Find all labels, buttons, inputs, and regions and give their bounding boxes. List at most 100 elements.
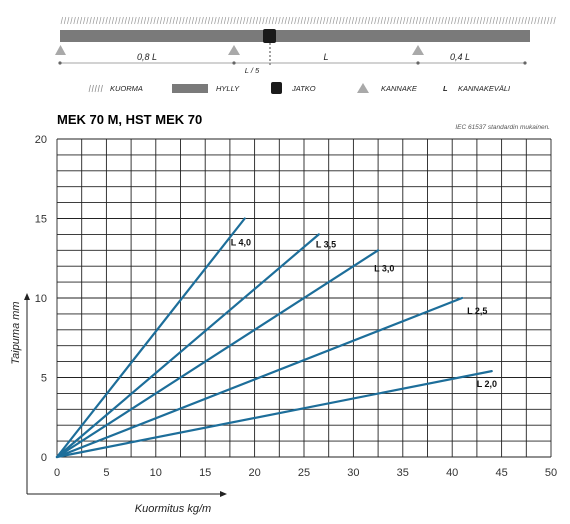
hatch-stroke: [252, 16, 255, 25]
hatch-stroke: [470, 16, 473, 25]
hatch-stroke: [374, 16, 377, 25]
series-line: [55, 296, 464, 459]
hatch-stroke: [201, 16, 204, 25]
hatch-stroke: [246, 16, 249, 25]
hatch-stroke: [243, 16, 246, 25]
hatch-stroke: [422, 16, 425, 25]
dim-dot-2: [232, 61, 236, 65]
chart-grid: [56, 138, 552, 458]
hatch-stroke: [454, 16, 457, 25]
x-tick-label: 45: [495, 467, 507, 479]
hatch-stroke: [92, 16, 95, 25]
hatch-stroke: [438, 16, 441, 25]
hatch-stroke: [94, 84, 97, 93]
hatch-stroke: [303, 16, 307, 25]
x-axis-label: Kuormitus kg/m: [135, 503, 211, 515]
legend-label-shelf: HYLLY: [216, 84, 240, 93]
legend-span-symbol: L: [443, 84, 448, 93]
hatch-stroke: [281, 16, 284, 25]
hatch-stroke: [211, 16, 214, 25]
load-hatch: [60, 16, 556, 25]
hatch-stroke: [89, 16, 92, 25]
x-tick-label: 10: [150, 467, 162, 479]
hatch-stroke: [195, 16, 198, 25]
hatch-stroke: [249, 16, 252, 25]
hatch-stroke: [435, 16, 438, 25]
hatch-stroke: [399, 16, 403, 25]
hatch-stroke: [396, 16, 399, 25]
joint-offset-label: L / 5: [245, 66, 260, 75]
legend: KUORMA HYLLY JATKO KANNAKE L KANNAKEVÄLI: [88, 82, 510, 94]
legend-square-icon: [271, 82, 282, 94]
y-tick-labels: 0 5 10 15 20: [35, 134, 47, 464]
hatch-stroke: [284, 16, 287, 25]
hatch-stroke: [166, 16, 169, 25]
chart-title: MEK 70 M, HST MEK 70: [57, 112, 202, 127]
hatch-stroke: [294, 16, 297, 25]
bracket-1-triangle-icon: [55, 45, 66, 55]
hatch-stroke: [131, 16, 134, 25]
hatch-stroke: [553, 16, 556, 25]
hatch-stroke: [441, 16, 444, 25]
hatch-stroke: [179, 16, 182, 25]
hatch-stroke: [383, 16, 387, 25]
hatch-stroke: [265, 16, 268, 25]
hatch-stroke: [355, 16, 358, 25]
hatch-stroke: [121, 16, 124, 25]
hatch-stroke: [326, 16, 329, 25]
dim-dot-4: [523, 61, 527, 65]
x-tick-label: 0: [54, 467, 60, 479]
hatch-stroke: [428, 16, 431, 25]
hatch-stroke: [271, 16, 275, 25]
hatch-stroke: [367, 16, 371, 25]
hatch-stroke: [415, 16, 419, 25]
hatch-stroke: [511, 16, 515, 25]
chart-axes: [24, 293, 227, 497]
hatch-stroke: [316, 16, 319, 25]
hatch-stroke: [431, 16, 435, 25]
series-label: L 4,0: [231, 238, 251, 248]
hatch-stroke: [479, 16, 483, 25]
hatch-stroke: [521, 16, 524, 25]
hatch-stroke: [115, 16, 118, 25]
hatch-stroke: [492, 16, 495, 25]
hatch-stroke: [204, 16, 207, 25]
hatch-stroke: [364, 16, 367, 25]
dim-dot-3: [416, 61, 420, 65]
hatch-stroke: [63, 16, 67, 25]
hatch-stroke: [262, 16, 265, 25]
hatch-stroke: [339, 16, 342, 25]
hatch-stroke: [236, 16, 239, 25]
hatch-stroke: [297, 16, 300, 25]
hatch-stroke: [371, 16, 374, 25]
hatch-stroke: [217, 16, 220, 25]
hatch-stroke: [108, 16, 111, 25]
hatch-stroke: [543, 16, 547, 25]
hatch-stroke: [508, 16, 511, 25]
chart-note: IEC 61537 standardin mukainen.: [455, 124, 550, 131]
span-label-3: 0,4 L: [450, 52, 470, 62]
hatch-stroke: [227, 16, 230, 25]
hatch-stroke: [502, 16, 505, 25]
installation-diagram: 0,8 L L 0,4 L L / 5: [55, 16, 556, 75]
hatch-stroke: [460, 16, 463, 25]
hatch-stroke: [172, 16, 175, 25]
hatch-stroke: [134, 16, 137, 25]
x-tick-label: 5: [103, 467, 109, 479]
hatch-stroke: [348, 16, 351, 25]
hatch-stroke: [182, 16, 185, 25]
hatch-stroke: [143, 16, 147, 25]
dim-dot-1: [58, 61, 62, 65]
hatch-stroke: [159, 16, 163, 25]
hatch-stroke: [476, 16, 479, 25]
hatch-stroke: [310, 16, 313, 25]
hatch-stroke: [313, 16, 316, 25]
series-label: L 2,5: [467, 306, 487, 316]
hatch-stroke: [550, 16, 553, 25]
chart: 0 5 10 15 20 25 30 35 40 45 50 0 5 10 15 20 L 4,0 L 3,5…: [24, 134, 557, 497]
hatch-stroke: [390, 16, 393, 25]
hatch-stroke: [275, 16, 278, 25]
hatch-stroke: [447, 16, 451, 25]
series-label: L 2,0: [477, 379, 497, 389]
bracket-3-triangle-icon: [412, 45, 424, 55]
